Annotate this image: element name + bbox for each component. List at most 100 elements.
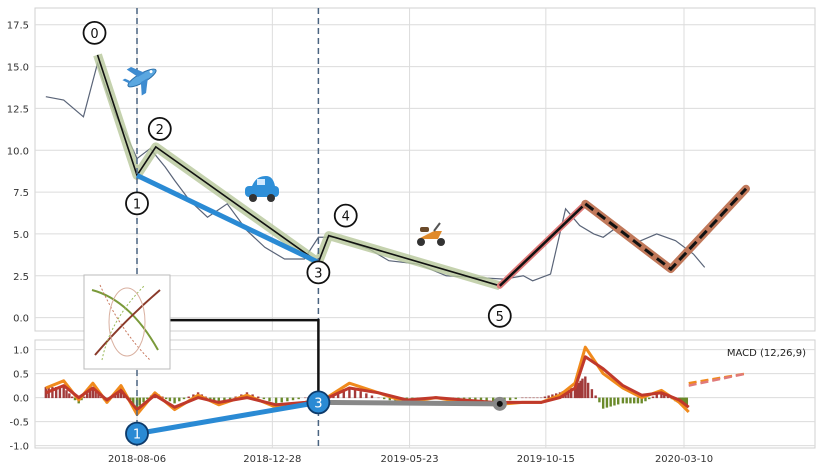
gray-endpoint-dot — [496, 400, 503, 407]
macd-histogram-bar — [651, 396, 655, 399]
macd-histogram-bar — [192, 394, 195, 399]
macd-histogram-bar — [547, 395, 550, 399]
macd-histogram-bar — [68, 393, 71, 399]
macd-histogram-bar — [629, 397, 632, 404]
annotations: 0 1 2 3 4 5 1 3 — [82, 8, 512, 448]
price-y-tick: 5.0 — [13, 230, 29, 241]
macd-histogram-bar — [636, 397, 640, 404]
wave-label-text: 3 — [314, 266, 322, 281]
macd-histogram-bar — [594, 395, 597, 399]
macd-histogram-bar — [644, 397, 647, 402]
macd-y-tick-labels: -1.0 -0.5 0.0 0.5 1.0 — [9, 346, 29, 453]
macd-histogram-bar — [508, 397, 512, 401]
macd-histogram-bar — [280, 397, 283, 403]
gray-segment — [318, 399, 500, 407]
macd-histogram-bar — [524, 397, 528, 399]
macd-y-tick: -1.0 — [9, 442, 29, 453]
macd-histogram-bar — [377, 397, 380, 399]
wave-label-4: 4 — [333, 203, 358, 228]
macd-title: MACD (12,26,9) — [727, 348, 806, 359]
macd-plot — [44, 345, 747, 416]
projection-line — [584, 187, 748, 272]
macd-histogram-bar — [617, 397, 620, 405]
macd-blue-segment — [136, 399, 319, 437]
macd-histogram-bar — [209, 397, 212, 400]
macd-histogram-bar — [304, 397, 307, 399]
macd-histogram-bar — [291, 397, 295, 401]
macd-histogram-bar — [262, 397, 266, 400]
macd-histogram-bar — [370, 395, 374, 399]
macd-histogram-bar — [590, 389, 594, 399]
macd-histogram-bar — [286, 397, 289, 402]
macd-histogram-bar — [663, 394, 666, 399]
price-y-tick-labels: 0.0 2.5 5.0 7.5 10.0 12.5 15.0 17.5 — [7, 21, 29, 325]
macd-histogram-bar — [173, 397, 176, 404]
macd-histogram-bar — [228, 397, 232, 400]
macd-y-tick: -0.5 — [9, 418, 29, 429]
macd-histogram-bar — [353, 389, 357, 399]
scooter-icon — [417, 222, 445, 246]
macd-histogram-bar — [388, 397, 392, 401]
macd-histogram-bar — [621, 397, 625, 404]
macd-histogram-bar — [146, 397, 149, 400]
red-segment — [498, 202, 587, 287]
macd-histogram-bar — [581, 378, 584, 399]
macd-histogram-bar — [685, 397, 689, 408]
macd-wave-label-3: 3 — [306, 390, 331, 415]
macd-wave-label-text: 3 — [314, 396, 322, 411]
wave-line — [96, 54, 501, 287]
macd-histogram-bar — [514, 397, 517, 400]
macd-histogram-bar — [609, 397, 612, 407]
macd-histogram-bar — [88, 390, 92, 399]
price-y-tick: 2.5 — [13, 272, 29, 283]
macd-histogram-bar — [217, 397, 220, 404]
macd-histogram-bar — [666, 396, 670, 399]
x-tick: 2018-12-28 — [243, 454, 301, 465]
x-tick: 2019-10-15 — [517, 454, 575, 465]
macd-histogram-bar — [683, 397, 687, 407]
x-tick: 2020-03-10 — [655, 454, 713, 465]
macd-y-tick: 0.0 — [13, 394, 29, 405]
macd-histogram-bar — [359, 391, 362, 399]
macd-histogram-bar — [91, 387, 95, 399]
macd-histogram-bar — [648, 397, 651, 400]
macd-histogram-bar — [382, 397, 386, 400]
macd-histogram-bar — [625, 397, 628, 404]
x-tick-labels: 2018-08-06 2018-12-28 2019-05-23 2019-10-15… — [108, 454, 713, 465]
airplane-icon — [122, 67, 157, 96]
macd-histogram-bar — [613, 397, 616, 406]
macd-histogram-bar — [598, 397, 601, 403]
blue-segment — [135, 173, 320, 265]
macd-histogram-bar — [132, 397, 135, 405]
macd-histogram-bar — [73, 397, 77, 401]
macd-histogram-bar — [142, 397, 145, 403]
macd-histogram-bar — [539, 397, 543, 399]
macd-histogram-bar — [605, 397, 609, 408]
macd-histogram-bar — [234, 396, 237, 399]
macd-wave-label-text: 1 — [133, 428, 141, 443]
macd-histogram-bar — [297, 397, 300, 400]
macd-histogram-bar — [187, 396, 190, 399]
macd-histogram-bar — [584, 376, 587, 399]
wave-label-3: 3 — [306, 260, 331, 285]
macd-histogram-bar — [632, 397, 636, 404]
macd-histogram-bar — [164, 397, 168, 400]
macd-histogram-bar — [342, 389, 345, 399]
price-y-tick: 15.0 — [7, 63, 29, 74]
macd-histogram-bar — [348, 387, 351, 399]
x-tick: 2019-05-23 — [380, 454, 438, 465]
macd-histogram-bar — [85, 393, 89, 399]
macd-histogram-bar — [182, 397, 186, 400]
macd-histogram-bar — [528, 397, 532, 399]
wave-label-text: 2 — [156, 123, 164, 138]
wave-label-text: 5 — [496, 310, 504, 325]
macd-histogram-bar — [168, 397, 172, 402]
wave-label-2: 2 — [147, 117, 172, 141]
macd-histogram-bar — [51, 387, 54, 399]
inset-thumbnail — [83, 274, 171, 370]
wave-label-1: 1 — [125, 191, 149, 216]
macd-histogram-bar — [640, 397, 643, 404]
macd-histogram-bar — [655, 394, 658, 399]
macd-histogram-bar — [62, 387, 65, 399]
